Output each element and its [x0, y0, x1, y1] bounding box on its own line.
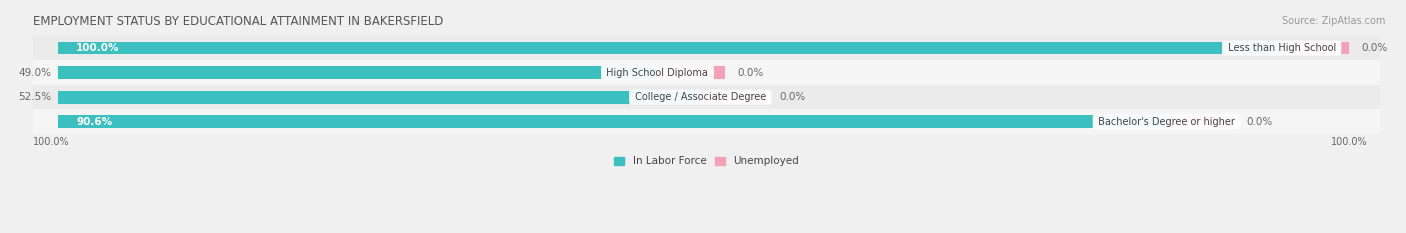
Text: EMPLOYMENT STATUS BY EDUCATIONAL ATTAINMENT IN BAKERSFIELD: EMPLOYMENT STATUS BY EDUCATIONAL ATTAINM…: [34, 15, 444, 28]
Text: 0.0%: 0.0%: [737, 68, 763, 78]
Text: 0.0%: 0.0%: [1361, 43, 1388, 53]
Text: 0.0%: 0.0%: [1246, 117, 1272, 127]
Bar: [34, 85, 1379, 110]
Text: 100.0%: 100.0%: [34, 137, 70, 147]
Bar: [58, 115, 1167, 128]
Bar: [34, 60, 1379, 85]
Text: College / Associate Degree: College / Associate Degree: [631, 92, 769, 102]
Bar: [58, 91, 700, 103]
Bar: [34, 36, 1379, 60]
Bar: [34, 110, 1379, 134]
Bar: [1282, 42, 1348, 55]
Text: 52.5%: 52.5%: [18, 92, 52, 102]
Text: Less than High School: Less than High School: [1225, 43, 1339, 53]
Text: 90.6%: 90.6%: [76, 117, 112, 127]
Bar: [700, 91, 768, 103]
Bar: [1167, 115, 1234, 128]
Text: Source: ZipAtlas.com: Source: ZipAtlas.com: [1281, 16, 1385, 26]
Legend: In Labor Force, Unemployed: In Labor Force, Unemployed: [610, 152, 803, 170]
Bar: [58, 42, 1282, 55]
Text: Bachelor's Degree or higher: Bachelor's Degree or higher: [1095, 117, 1239, 127]
Text: 100.0%: 100.0%: [76, 43, 120, 53]
Bar: [58, 66, 658, 79]
Bar: [658, 66, 725, 79]
Text: 0.0%: 0.0%: [780, 92, 806, 102]
Text: 100.0%: 100.0%: [1330, 137, 1368, 147]
Text: High School Diploma: High School Diploma: [603, 68, 711, 78]
Text: 49.0%: 49.0%: [18, 68, 52, 78]
